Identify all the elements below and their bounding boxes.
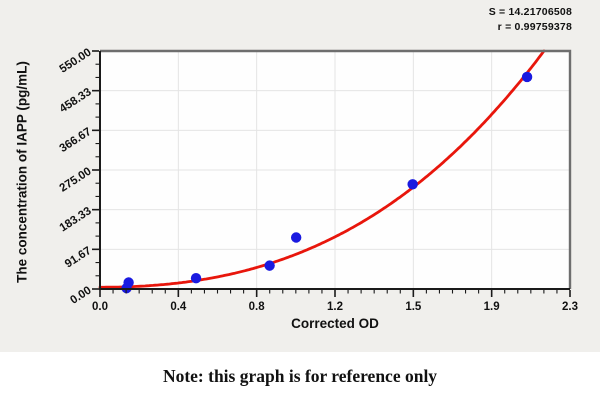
y-tick-label: 0.00 [68,284,93,306]
fit-statistics: S = 14.21706508 r = 0.99759378 [489,5,572,35]
note-strip: Note: this graph is for reference only [0,352,600,400]
y-tick-label: 275.00 [58,165,94,194]
plot-frame-shadow [100,49,572,289]
x-tick-label: 1.2 [327,301,343,313]
x-tick-label: 1.9 [484,301,500,313]
fit-curve [98,49,546,289]
x-tick-label: 0.8 [249,301,266,313]
x-tick-label: 0.4 [170,301,187,313]
s-value-label: S = 14.21706508 [488,6,572,18]
y-tick-label: 458.33 [58,86,94,115]
x-tick-label: 2.3 [562,301,578,313]
y-tick-label: 183.33 [58,205,94,234]
data-point [190,272,202,284]
r-value-label: r = 0.99759378 [497,21,572,33]
x-axis-title: Corrected OD [291,316,379,331]
reference-note: Note: this graph is for reference only [162,365,438,386]
data-point [290,232,302,243]
x-tick-label: 1.5 [405,301,422,313]
standard-curve-figure: 0.0 0.4 0.8 1.2 1.5 1.9 2.3 0.00 91.67 183.33 275.… [0,0,600,352]
data-point [407,179,418,190]
standard-curve-chart: 0.0 0.4 0.8 1.2 1.5 1.9 2.3 0.00 91.67 183.33 275.… [58,46,578,313]
plot-frame-axes [99,51,570,290]
x-tick-label: 0.0 [92,301,108,313]
y-tick-label: 366.67 [58,126,94,155]
data-point [123,277,134,288]
y-tick-label: 550.00 [58,46,94,75]
y-tick-label: 91.67 [63,245,94,271]
data-point [264,260,275,271]
data-point [521,71,533,83]
y-axis-title: The concentration of IAPP (pg/mL) [14,61,30,283]
